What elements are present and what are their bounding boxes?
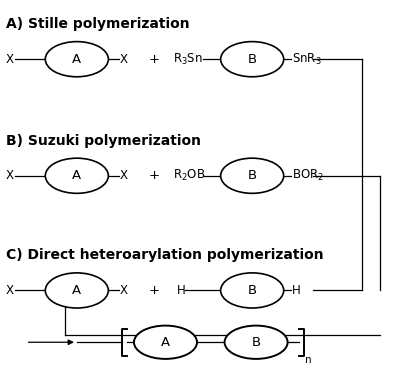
Text: B) Suzuki polymerization: B) Suzuki polymerization — [6, 134, 201, 148]
Ellipse shape — [221, 41, 284, 77]
Text: H: H — [292, 284, 301, 297]
Text: X: X — [6, 284, 14, 297]
Text: B: B — [247, 53, 257, 66]
Text: X: X — [6, 53, 14, 66]
Text: A) Stille polymerization: A) Stille polymerization — [6, 17, 190, 31]
Text: H: H — [177, 284, 185, 297]
Text: A: A — [161, 336, 170, 349]
Text: X: X — [6, 169, 14, 182]
Text: X: X — [119, 53, 127, 66]
Text: SnR$_3$: SnR$_3$ — [292, 52, 322, 67]
Text: +: + — [148, 284, 159, 297]
Ellipse shape — [45, 41, 108, 77]
Ellipse shape — [221, 273, 284, 308]
Text: A: A — [72, 53, 82, 66]
Ellipse shape — [134, 326, 197, 359]
Text: A: A — [72, 284, 82, 297]
Ellipse shape — [225, 326, 288, 359]
Text: BOR$_2$: BOR$_2$ — [292, 168, 324, 183]
Text: A: A — [72, 169, 82, 182]
Text: B: B — [247, 284, 257, 297]
Text: n: n — [305, 355, 312, 365]
Text: B: B — [247, 169, 257, 182]
Text: B: B — [251, 336, 261, 349]
Text: X: X — [119, 284, 127, 297]
Text: +: + — [148, 169, 159, 182]
Text: X: X — [119, 169, 127, 182]
Text: C) Direct heteroarylation polymerization: C) Direct heteroarylation polymerization — [6, 248, 323, 262]
Text: +: + — [148, 53, 159, 66]
Text: R$_2$OB: R$_2$OB — [173, 168, 205, 183]
Ellipse shape — [45, 273, 108, 308]
Ellipse shape — [221, 158, 284, 193]
Ellipse shape — [45, 158, 108, 193]
Text: R$_3$Sn: R$_3$Sn — [173, 52, 203, 67]
